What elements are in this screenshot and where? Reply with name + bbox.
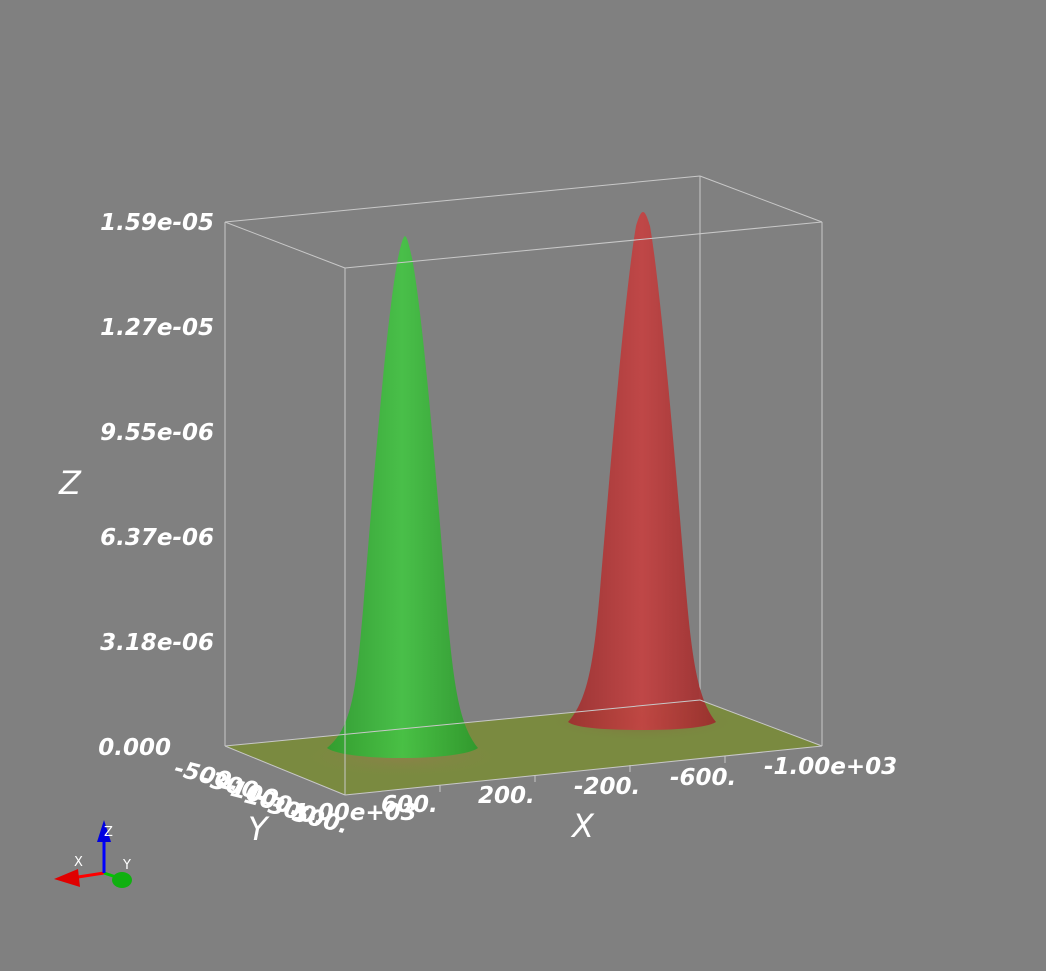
bounding-box-back xyxy=(224,175,823,746)
red-peak-surface xyxy=(568,212,716,730)
x-tick-label: -1.00e+03 xyxy=(764,754,897,780)
z-axis-title: Z xyxy=(58,464,82,502)
x-axis-tick-marks xyxy=(439,756,726,792)
z-tick-label: 0.000 xyxy=(98,735,171,761)
x-tick-label: 1.00e+03 xyxy=(293,800,417,826)
widget-y-label: Y xyxy=(122,858,131,873)
x-tick-label: -200. xyxy=(574,774,640,800)
z-tick-label: 6.37e-06 xyxy=(100,525,214,551)
x-tick-label: -600. xyxy=(670,765,736,791)
z-tick-label: 1.59e-05 xyxy=(100,210,214,236)
x-axis-arrow-icon xyxy=(54,869,105,887)
x-tick-label: 600. xyxy=(381,792,438,818)
y-axis-title: Y xyxy=(248,810,270,848)
y-axis-arrow-icon xyxy=(103,871,132,888)
z-tick-label: 3.18e-06 xyxy=(100,630,214,656)
bounding-box-front xyxy=(224,221,823,796)
z-axis-arrow-icon xyxy=(97,820,111,873)
orientation-widget[interactable]: X Y Z xyxy=(54,820,132,888)
widget-z-label: Z xyxy=(104,825,113,840)
z-tick-label: 1.27e-05 xyxy=(100,315,214,341)
green-peak-surface xyxy=(327,236,478,758)
x-axis-title: X xyxy=(570,807,595,845)
x-tick-label: 200. xyxy=(478,783,535,809)
z-tick-label: 9.55e-06 xyxy=(100,420,214,446)
widget-x-label: X xyxy=(74,855,83,870)
